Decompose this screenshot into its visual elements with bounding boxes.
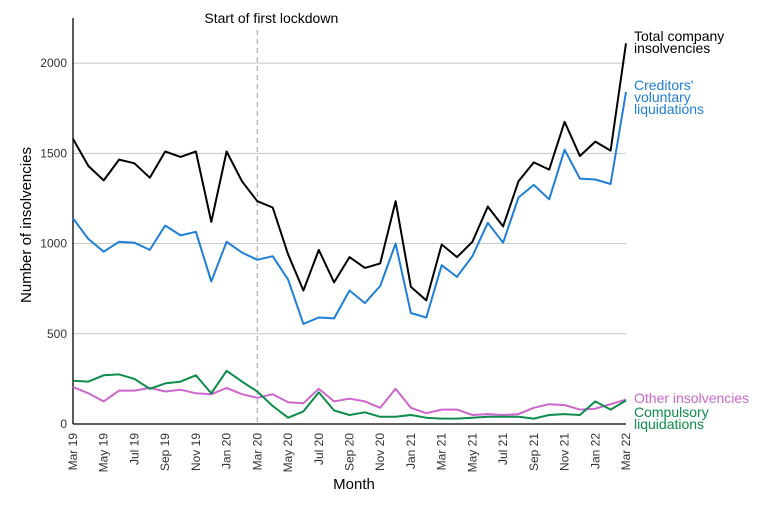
series-line-0 bbox=[72, 43, 627, 302]
series-label-0: Total company insolvencies bbox=[634, 28, 724, 56]
x-tick-label: Nov 20 bbox=[373, 433, 387, 471]
x-tick-label: Sep 19 bbox=[158, 433, 172, 471]
x-tick-label: May 19 bbox=[97, 433, 111, 473]
y-tick-label: 0 bbox=[60, 417, 67, 431]
series-label-3: Compulsory liquidations bbox=[634, 404, 709, 432]
series-label-1: Creditors' voluntary liquidations bbox=[634, 77, 704, 117]
y-tick-label: 1500 bbox=[40, 146, 67, 160]
x-tick-label: Jul 21 bbox=[496, 433, 510, 465]
gridlines bbox=[73, 62, 626, 335]
x-tick-label: Mar 19 bbox=[66, 433, 80, 471]
axes bbox=[72, 18, 626, 425]
series-line-3 bbox=[72, 369, 627, 420]
series-label-2: Other insolvencies bbox=[634, 390, 749, 406]
y-tick-label: 1000 bbox=[40, 237, 67, 251]
x-tick-label: Jan 21 bbox=[404, 433, 418, 469]
x-tick-label: Sep 21 bbox=[527, 433, 541, 471]
x-tick-label: Sep 20 bbox=[343, 433, 357, 471]
x-tick-label: Mar 20 bbox=[250, 433, 264, 471]
x-tick-label: Jan 22 bbox=[588, 433, 602, 469]
x-tick-label: Nov 19 bbox=[189, 433, 203, 471]
series-line-1 bbox=[72, 91, 627, 325]
series-labels: Total company insolvencies Creditors' volun… bbox=[634, 28, 749, 432]
x-axis-title: Month bbox=[333, 476, 375, 493]
x-tick-label: Mar 21 bbox=[435, 433, 449, 471]
series-lines bbox=[72, 43, 627, 420]
x-tick-label: May 20 bbox=[281, 433, 295, 473]
x-tick-labels: Mar 19 May 19 Jul 19 Sep 19 Nov 19 Jan 20 Mar … bbox=[66, 433, 633, 473]
x-tick-label: Jul 19 bbox=[127, 433, 141, 465]
x-tick-label: Jul 20 bbox=[312, 433, 326, 465]
y-axis-title: Number of insolvencies bbox=[18, 147, 35, 303]
x-tick-label: Mar 22 bbox=[619, 433, 633, 471]
x-tick-label: Jan 20 bbox=[220, 433, 234, 469]
series-line-2 bbox=[72, 386, 627, 416]
x-tick-label: May 21 bbox=[465, 433, 479, 473]
y-tick-labels: 0 500 1000 1500 2000 bbox=[40, 56, 67, 431]
lockdown-annotation: Start of first lockdown bbox=[204, 10, 338, 26]
x-tick-label: Nov 21 bbox=[558, 433, 572, 471]
y-tick-label: 2000 bbox=[40, 56, 67, 70]
y-tick-label: 500 bbox=[47, 327, 67, 341]
